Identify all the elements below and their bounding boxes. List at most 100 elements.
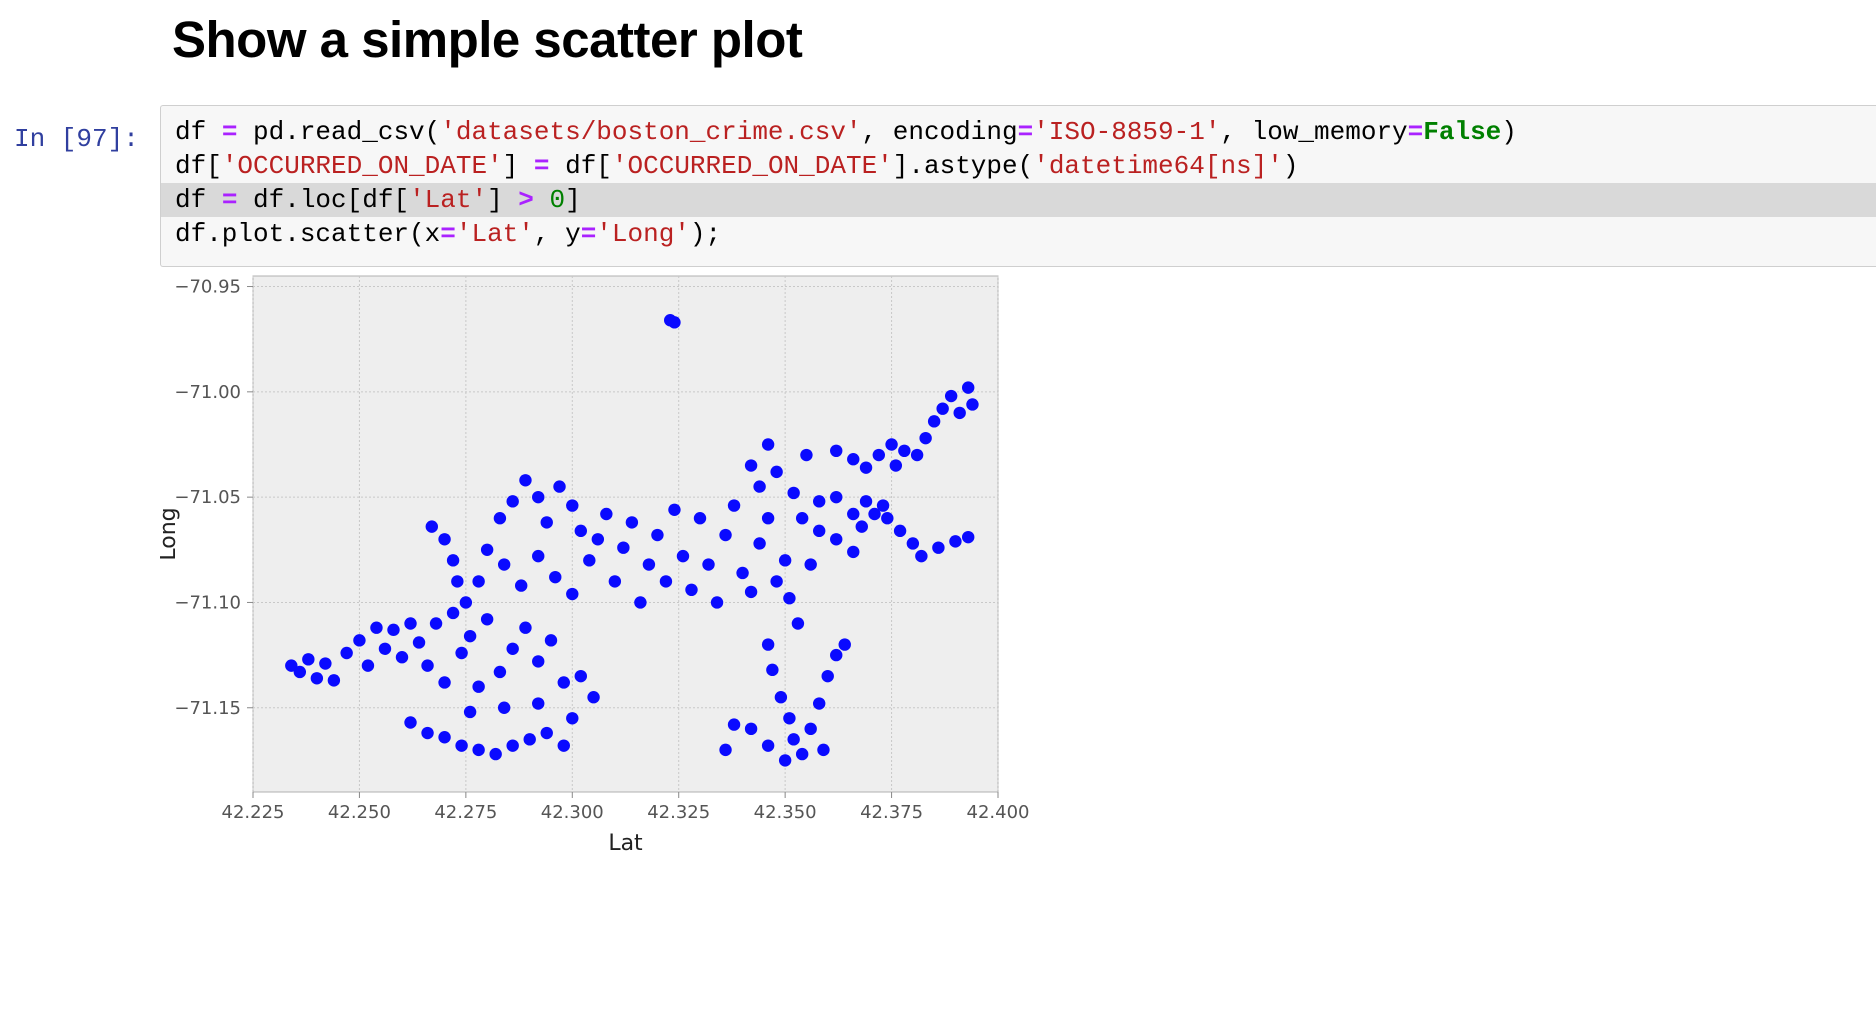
- x-tick-label: 42.400: [967, 802, 1030, 823]
- scatter-point: [489, 747, 502, 761]
- scatter-point: [800, 448, 813, 462]
- scatter-point: [463, 629, 477, 643]
- code-token: =: [440, 219, 456, 249]
- scatter-point: [761, 739, 775, 752]
- scatter-point: [438, 533, 451, 546]
- x-tick-label: 42.275: [434, 802, 497, 823]
- scatter-point: [872, 448, 885, 462]
- code-token: 'Long': [596, 219, 690, 249]
- code-token: =: [580, 219, 597, 249]
- scatter-point: [744, 722, 758, 736]
- code-line-1[interactable]: df = pd.read_csv('datasets/boston_crime.…: [161, 115, 1876, 149]
- scatter-point: [515, 579, 528, 592]
- scatter-point: [876, 499, 890, 512]
- scatter-point: [676, 549, 690, 563]
- scatter-point: [659, 575, 673, 588]
- scatter-point: [378, 642, 392, 655]
- y-tick-label: −71.15: [174, 698, 241, 719]
- code-token: );: [689, 219, 722, 249]
- scatter-point: [719, 743, 732, 757]
- scatter-point: [906, 537, 920, 550]
- scatter-point: [919, 431, 932, 445]
- x-tick-label: 42.225: [222, 802, 285, 823]
- code-token: df.loc[df[: [237, 185, 410, 215]
- scatter-point: [574, 524, 587, 538]
- scatter-point: [770, 465, 783, 479]
- scatter-point: [302, 653, 315, 666]
- scatter-point: [404, 716, 417, 729]
- code-token: df.plot.scatter(x: [175, 219, 441, 249]
- scatter-point: [340, 646, 353, 660]
- code-token: 'datasets/boston_crime.csv': [440, 117, 862, 147]
- scatter-point: [761, 438, 775, 451]
- code-token: df: [175, 117, 222, 147]
- scatter-point: [847, 507, 860, 521]
- scatter-point: [787, 733, 800, 746]
- scatter-point: [553, 480, 566, 493]
- scatter-point: [293, 665, 307, 679]
- scatter-point: [438, 676, 451, 689]
- scatter-point: [523, 733, 536, 746]
- scatter-point: [668, 316, 681, 329]
- scatter-point: [319, 657, 332, 670]
- x-tick-label: 42.375: [860, 802, 923, 823]
- code-token: =: [1017, 117, 1034, 147]
- scatter-point: [813, 524, 826, 538]
- scatter-point: [506, 495, 519, 508]
- code-token: =: [1407, 117, 1424, 147]
- scatter-point: [766, 663, 779, 677]
- scatter-point: [859, 495, 873, 508]
- scatter-point: [387, 623, 400, 637]
- scatter-point: [472, 680, 485, 693]
- code-line-2[interactable]: df['OCCURRED_ON_DATE'] = df['OCCURRED_ON…: [161, 149, 1876, 183]
- scatter-point: [532, 490, 545, 504]
- scatter-point: [463, 705, 477, 719]
- scatter-point: [455, 739, 468, 752]
- code-token: 'ISO-8859-1': [1033, 117, 1221, 147]
- code-line-4[interactable]: df.plot.scatter(x='Lat', y='Long');: [161, 217, 1876, 251]
- y-axis-label: Long: [160, 507, 181, 560]
- code-token: , encoding: [861, 117, 1018, 147]
- scatter-point: [617, 541, 630, 554]
- code-token: , y: [533, 219, 581, 249]
- scatter-point: [506, 642, 519, 655]
- code-cell-input[interactable]: df = pd.read_csv('datasets/boston_crime.…: [160, 105, 1876, 267]
- scatter-point: [885, 438, 898, 451]
- scatter-point: [936, 402, 949, 415]
- scatter-point: [830, 533, 843, 546]
- scatter-point: [566, 499, 579, 512]
- code-token: 'OCCURRED_ON_DATE': [611, 151, 893, 181]
- scatter-point: [493, 665, 507, 679]
- scatter-point: [813, 697, 826, 710]
- scatter-point: [774, 691, 788, 704]
- scatter-point: [361, 659, 375, 672]
- scatter-point: [472, 575, 485, 588]
- code-token: ].astype(: [892, 151, 1034, 181]
- scatter-point: [421, 659, 434, 672]
- scatter-point: [425, 520, 438, 533]
- scatter-point: [744, 459, 758, 472]
- scatter-point: [778, 754, 792, 767]
- x-axis-label: Lat: [608, 831, 643, 856]
- scatter-point: [795, 747, 809, 761]
- scatter-point: [927, 415, 941, 428]
- scatter-point: [910, 448, 924, 462]
- code-token: df: [175, 185, 222, 215]
- scatter-point: [583, 554, 596, 567]
- scatter-point: [532, 697, 545, 710]
- plot-area: [252, 275, 999, 793]
- scatter-point: [893, 524, 907, 538]
- code-line-3-active[interactable]: df = df.loc[df['Lat'] > 0]: [161, 183, 1876, 217]
- cell-output: 42.225 42.250 42.275 42.300 42.325 42.350 42.3…: [160, 270, 1220, 1030]
- scatter-point: [634, 596, 647, 609]
- scatter-point: [587, 691, 600, 704]
- scatter-point: [702, 558, 715, 571]
- code-token: >: [518, 185, 534, 215]
- scatter-point: [753, 537, 766, 550]
- scatter-point: [868, 507, 881, 521]
- code-token: 'Lat': [455, 219, 534, 249]
- scatter-point: [421, 726, 434, 740]
- scatter-point: [915, 549, 928, 563]
- scatter-point: [540, 516, 553, 529]
- scatter-point: [310, 672, 324, 685]
